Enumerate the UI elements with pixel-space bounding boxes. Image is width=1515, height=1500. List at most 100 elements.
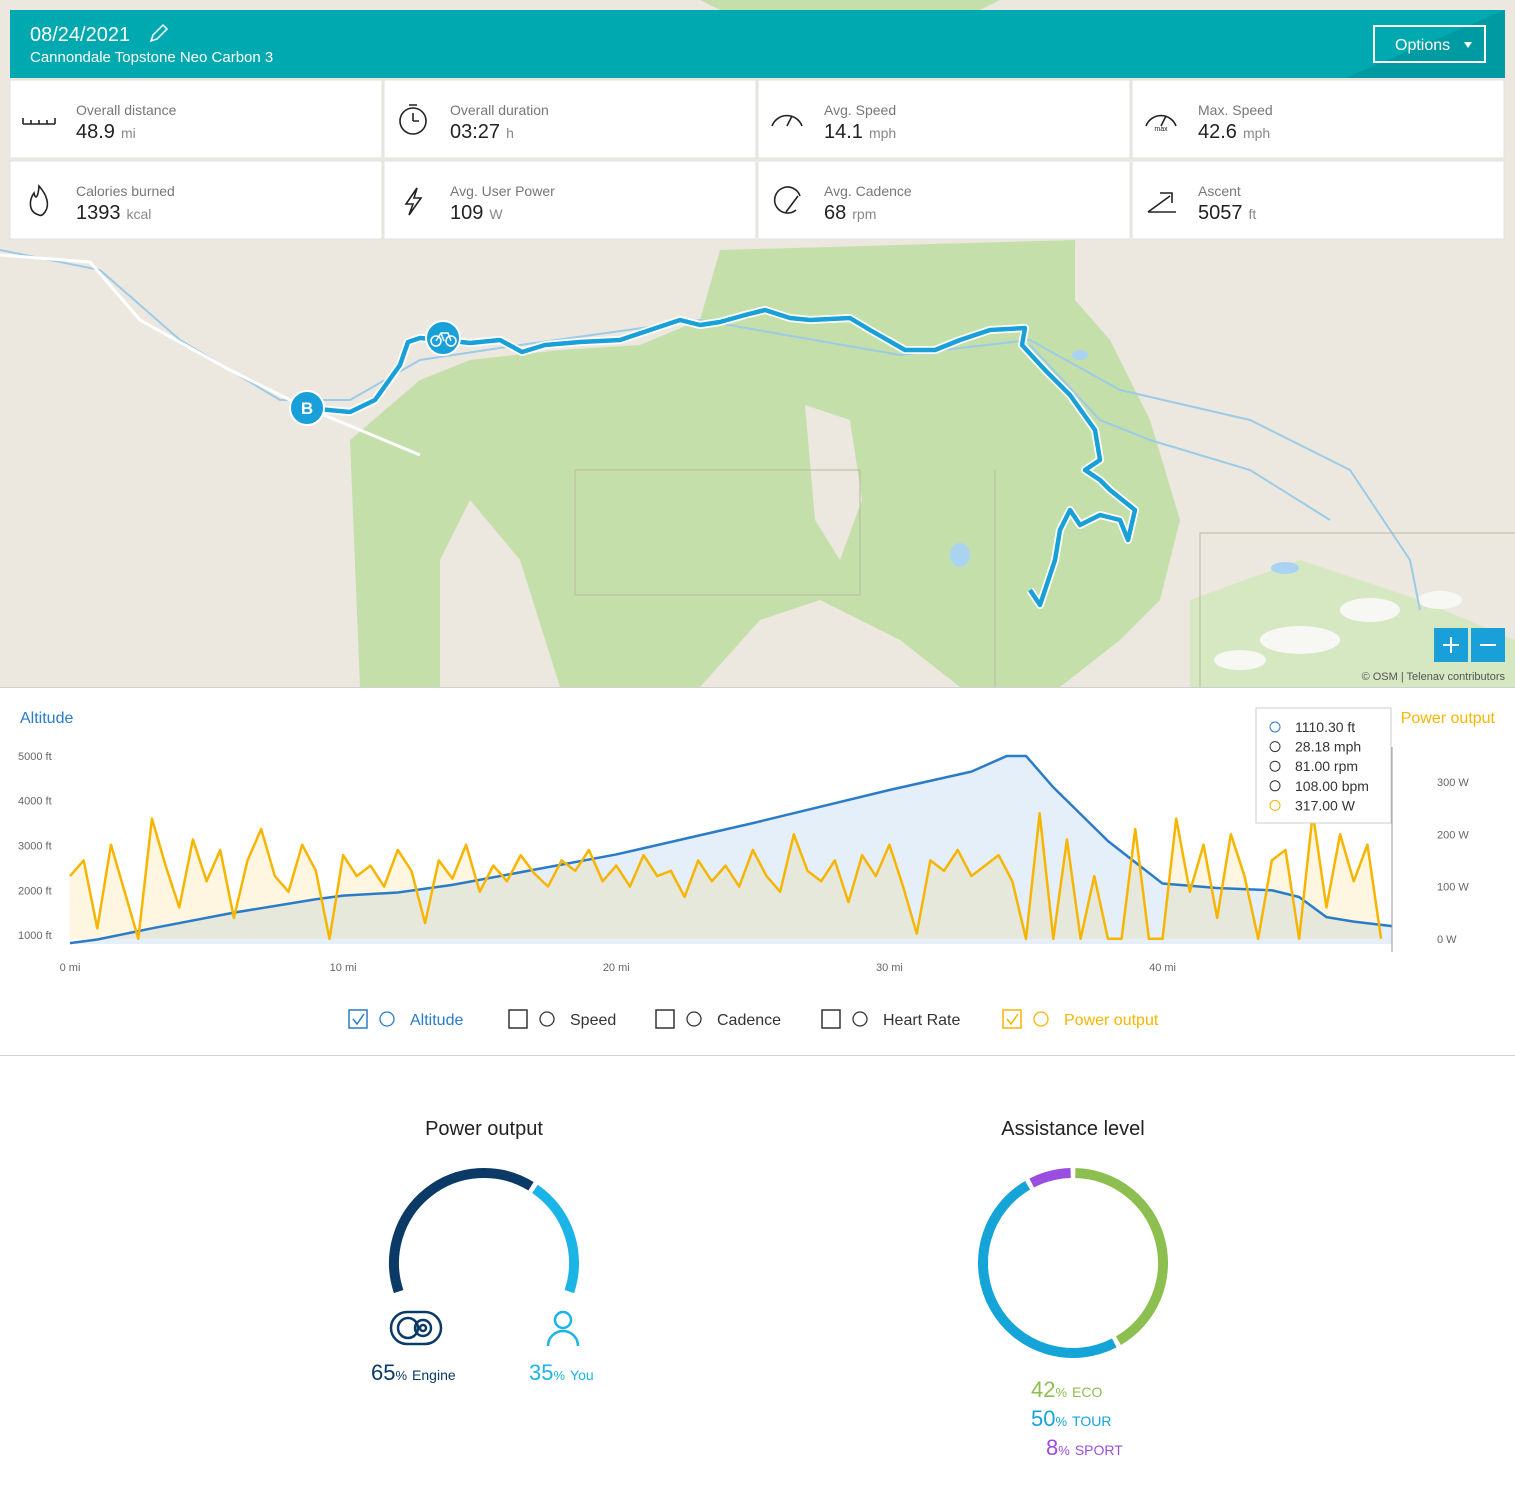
ride-date: 08/24/2021 [30,24,130,46]
stat-unit: ft [1249,206,1257,222]
y2-tick-label: 300 W [1437,777,1469,789]
x-tick-label: 40 mi [1149,962,1176,974]
donut-segment [977,1180,1117,1359]
x-tick-label: 30 mi [876,962,903,974]
donut-segment [1075,1168,1169,1346]
tooltip-item: 108.00 bpm [1295,778,1369,794]
stat-unit: mi [121,125,136,141]
stat-unit: W [489,206,503,222]
tooltip-item: 1110.30 ft [1295,719,1355,735]
y2-tick-label: 0 W [1437,934,1457,946]
tooltip-item: 28.18 mph [1295,739,1361,755]
stat-card [383,160,757,240]
stat-icons [22,104,1177,217]
x-tick-label: 0 mi [60,962,81,974]
y-axis-title: Altitude [20,710,73,727]
stat-label: Avg. Speed [824,102,896,118]
map-marker-label: B [301,399,313,418]
engine-icon [389,1310,443,1346]
y2-axis-title: Power output [1401,710,1496,727]
donut-category: ECO [1072,1384,1102,1400]
stat-number: 14.1 [824,121,863,143]
stat-value: 109 W [450,202,503,224]
y-tick-label: 5000 ft [18,751,52,763]
legend-checkbox [508,1009,528,1029]
legend-icon [379,1011,395,1027]
legend-item[interactable]: Altitude [348,1009,463,1029]
legend-icon [539,1011,555,1027]
tooltip [1255,707,1392,824]
legend-checkbox [821,1009,841,1029]
donut-category: Engine [412,1367,456,1383]
y2-tick-label: 200 W [1437,829,1469,841]
donut-unit: % [1058,1443,1070,1458]
stat-unit: mph [1243,125,1270,141]
stat-value: 1393 kcal [76,202,151,224]
stat-value: 03:27 h [450,121,514,143]
legend-check [1006,1013,1019,1026]
stat-number: 5057 [1198,202,1243,224]
legend-item[interactable]: Power output [1002,1009,1159,1029]
donut-value: 50 [1031,1406,1055,1431]
stat-unit: kcal [127,206,152,222]
y2-tick-label: 100 W [1437,882,1469,894]
series-area [70,755,1392,944]
tooltip-icon [1269,741,1281,753]
donut-category: SPORT [1075,1442,1123,1458]
legend-item[interactable]: Heart Rate [821,1009,960,1029]
stat-label: Overall duration [450,102,549,118]
stat-number: 42.6 [1198,121,1237,143]
stat-number: 1393 [76,202,121,224]
legend-checkbox [655,1009,675,1029]
options-label: Options [1395,37,1450,54]
legend-label: Power output [1064,1012,1159,1029]
x-tick-label: 10 mi [330,962,357,974]
legend-label: Heart Rate [883,1012,960,1029]
stat-value: 48.9 mi [76,121,136,143]
stat-value: 68 rpm [824,202,876,224]
legend-label: Speed [570,1012,616,1029]
donut-unit: % [395,1368,407,1383]
tooltip-icon [1269,780,1281,792]
stat-card [383,79,757,159]
donut-value: 42 [1031,1377,1055,1402]
legend-item[interactable]: Speed [508,1009,616,1029]
tooltip-icon [1269,721,1281,733]
stat-label: Avg. Cadence [824,183,912,199]
donut-value: 35 [529,1360,553,1385]
donut-title: Assistance level [1001,1118,1144,1140]
donut-category: You [570,1367,594,1383]
edit-icon[interactable] [149,23,169,43]
y-tick-label: 2000 ft [18,885,52,897]
legend-check [352,1013,365,1026]
stat-unit: mph [869,125,896,141]
series-area [70,813,1382,939]
stat-icon-label: max [1154,126,1168,133]
legend-icon [1033,1011,1049,1027]
stat-card [757,79,1131,159]
donut-segment [1029,1168,1071,1188]
series-line [69,754,1393,945]
donut-value: 65 [371,1360,395,1385]
stat-card [1131,79,1505,159]
zoom-out[interactable] [1471,628,1505,662]
options-button[interactable]: Options [1373,25,1486,63]
stat-label: Ascent [1198,183,1241,199]
donut-label: 65% Engine [371,1360,456,1385]
stat-card [9,79,383,159]
tooltip-item: 81.00 rpm [1295,758,1358,774]
bike-name: Cannondale Topstone Neo Carbon 3 [30,49,273,66]
map-attribution: © OSM | Telenav contributors [1362,671,1506,683]
stat-value: 14.1 mph [824,121,896,143]
stat-label: Calories burned [76,183,175,199]
y-tick-label: 3000 ft [18,841,52,853]
donut-unit: % [1055,1385,1067,1400]
stat-label: Avg. User Power [450,183,555,199]
zoom-in[interactable] [1434,628,1468,662]
legend-item[interactable]: Cadence [655,1009,781,1029]
donut-unit: % [1055,1414,1067,1429]
stat-number: 68 [824,202,846,224]
legend-label: Cadence [717,1012,781,1029]
donut-segment [532,1184,579,1294]
